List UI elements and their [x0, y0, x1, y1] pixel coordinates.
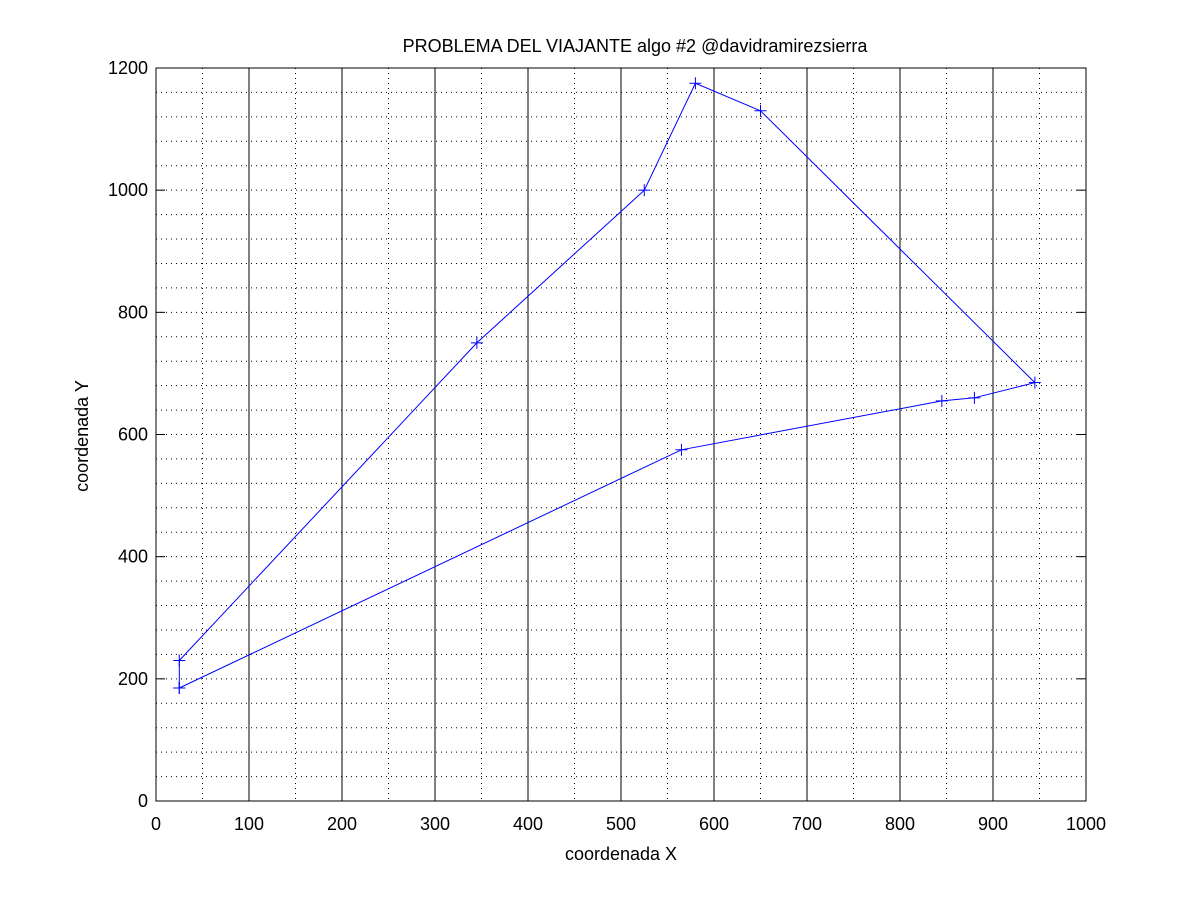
- route-point-marker: [470, 336, 483, 349]
- y-tick-label: 0: [138, 791, 148, 811]
- route-point-marker: [1028, 376, 1041, 389]
- series-layer: [173, 77, 1041, 694]
- route-point-marker: [638, 184, 651, 197]
- x-tick-label: 300: [420, 814, 450, 834]
- x-tick-label: 100: [234, 814, 264, 834]
- tick-marks: [155, 67, 1087, 802]
- x-tick-label: 500: [606, 814, 636, 834]
- y-tick-label: 1000: [108, 180, 148, 200]
- major-grid: [156, 68, 1086, 801]
- y-tick-label: 600: [118, 425, 148, 445]
- y-tick-label: 200: [118, 669, 148, 689]
- route-point-marker: [689, 77, 702, 90]
- route-point-marker: [935, 394, 948, 407]
- chart-title: PROBLEMA DEL VIAJANTE algo #2 @davidrami…: [403, 36, 869, 56]
- y-tick-label: 400: [118, 547, 148, 567]
- x-axis-title: coordenada X: [565, 844, 677, 864]
- route-point-marker: [173, 654, 186, 667]
- x-tick-label: 800: [885, 814, 915, 834]
- route-point-marker: [968, 391, 981, 404]
- route-point-marker: [675, 443, 688, 456]
- route-point-marker: [754, 104, 767, 117]
- x-tick-label: 400: [513, 814, 543, 834]
- x-tick-label: 700: [792, 814, 822, 834]
- x-tick-labels: 0 100 200 300 400 500 600 700 800 900 1000: [151, 814, 1106, 834]
- route-point-marker: [173, 681, 186, 694]
- x-tick-label: 200: [327, 814, 357, 834]
- x-tick-label: 0: [151, 814, 161, 834]
- x-tick-label: 900: [978, 814, 1008, 834]
- y-axis-title: coordenada Y: [72, 380, 92, 492]
- x-tick-label: 1000: [1066, 814, 1106, 834]
- y-tick-label: 800: [118, 302, 148, 322]
- x-tick-label: 600: [699, 814, 729, 834]
- y-tick-labels: 0 200 400 600 800 1000 1200: [108, 58, 148, 811]
- y-tick-label: 1200: [108, 58, 148, 78]
